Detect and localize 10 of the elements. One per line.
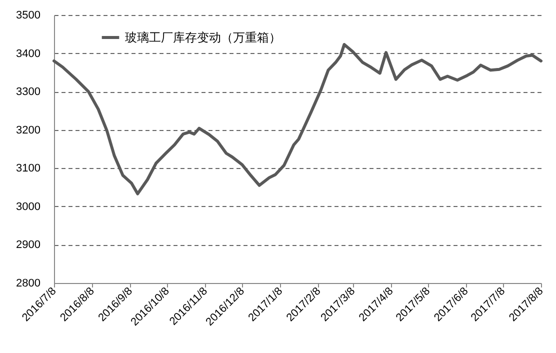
y-tick-label: 2900 (16, 239, 40, 252)
y-tick-label: 3400 (16, 48, 40, 60)
legend-label: 玻璃工厂库存变动（万重箱） (125, 30, 281, 44)
line-series (52, 42, 542, 196)
y-tick-label: 2800 (16, 278, 40, 290)
y-tick-label: 3500 (16, 10, 40, 22)
y-tick-label: 3000 (16, 200, 40, 213)
y-tick-label: 3200 (16, 124, 40, 136)
y-tick-label: 3100 (16, 162, 40, 175)
y-tick-label: 3300 (16, 86, 40, 98)
